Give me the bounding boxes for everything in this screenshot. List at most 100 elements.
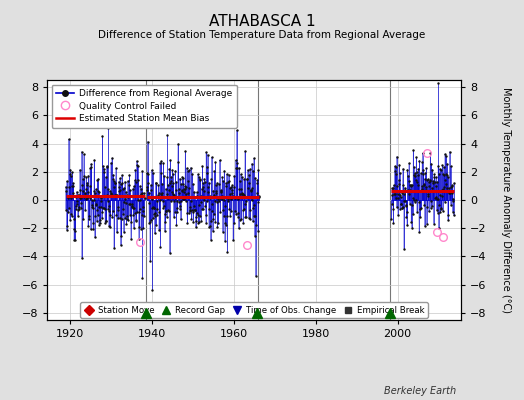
Point [96, 192, 105, 199]
Point [252, 194, 260, 200]
Point [202, 219, 210, 226]
Point [233, 127, 241, 134]
Point [430, 171, 439, 178]
Point [147, 167, 156, 173]
Point [181, 186, 189, 192]
Point [62, 188, 71, 194]
Point [223, 171, 231, 178]
Point [253, 177, 261, 184]
Point [144, 180, 152, 186]
Point [151, 180, 160, 186]
Point [103, 198, 112, 204]
Point [250, 202, 258, 208]
Point [406, 201, 414, 207]
Point [192, 214, 201, 220]
Point [391, 163, 399, 170]
Point [445, 185, 453, 192]
Point [392, 164, 400, 170]
Point [148, 287, 157, 294]
Point [152, 222, 160, 228]
Point [226, 196, 235, 202]
Point [197, 218, 205, 224]
Point [195, 177, 204, 183]
Point [231, 194, 239, 201]
Point [138, 190, 147, 196]
Point [153, 212, 161, 218]
Point [104, 125, 112, 131]
Point [431, 195, 439, 201]
Point [195, 219, 203, 225]
Point [191, 206, 200, 213]
Point [97, 204, 106, 210]
Point [166, 250, 174, 256]
Point [410, 172, 419, 179]
Point [232, 160, 241, 166]
Point [210, 211, 218, 217]
Point [133, 162, 141, 168]
Point [131, 167, 139, 173]
Point [241, 201, 249, 207]
Point [148, 204, 156, 211]
Point [136, 183, 144, 189]
Point [388, 185, 396, 192]
Point [433, 210, 442, 216]
Point [441, 198, 449, 205]
Point [214, 195, 222, 201]
Point [201, 212, 210, 218]
Point [114, 215, 123, 222]
Point [440, 184, 448, 190]
Point [211, 219, 219, 225]
Point [97, 215, 106, 221]
Point [391, 194, 400, 201]
Point [94, 176, 103, 182]
Point [183, 210, 191, 216]
Point [73, 191, 82, 198]
Point [69, 180, 78, 186]
Point [219, 206, 227, 213]
Point [69, 190, 77, 196]
Point [135, 209, 144, 215]
Point [146, 182, 155, 188]
Point [92, 186, 100, 192]
Point [143, 187, 151, 194]
Point [130, 177, 139, 184]
Point [173, 159, 182, 165]
Point [69, 182, 78, 189]
Point [64, 136, 73, 142]
Point [438, 187, 446, 193]
Point [116, 175, 124, 182]
Point [119, 186, 127, 192]
Point [186, 204, 194, 210]
Point [86, 226, 95, 233]
Point [126, 187, 134, 194]
Point [73, 198, 81, 204]
Point [236, 171, 245, 178]
Point [218, 174, 226, 181]
Point [101, 184, 109, 190]
Point [239, 219, 247, 226]
Point [96, 194, 105, 201]
Point [146, 219, 154, 225]
Point [91, 213, 99, 219]
Point [206, 194, 214, 201]
Point [405, 190, 413, 197]
Point [104, 186, 113, 192]
Point [114, 188, 123, 194]
Point [92, 201, 101, 207]
Point [254, 167, 263, 173]
Point [77, 195, 85, 202]
Point [175, 198, 183, 205]
Point [200, 188, 209, 194]
Point [215, 181, 223, 187]
Point [395, 177, 403, 184]
Point [64, 209, 72, 215]
Point [158, 193, 166, 200]
Point [151, 210, 159, 216]
Point [149, 170, 157, 176]
Point [162, 208, 170, 214]
Point [95, 220, 104, 226]
Point [99, 163, 107, 170]
Point [129, 186, 137, 192]
Point [222, 180, 230, 186]
Text: Difference of Station Temperature Data from Regional Average: Difference of Station Temperature Data f… [99, 30, 425, 40]
